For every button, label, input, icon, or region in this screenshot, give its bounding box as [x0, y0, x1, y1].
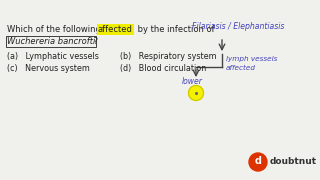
- Text: (c)   Nervous system: (c) Nervous system: [7, 64, 90, 73]
- Text: doubtnut: doubtnut: [270, 157, 317, 166]
- Text: Wuchereria bancrofti: Wuchereria bancrofti: [7, 37, 95, 46]
- Circle shape: [188, 86, 204, 100]
- Text: d: d: [254, 156, 261, 166]
- Text: (b)   Respiratory system: (b) Respiratory system: [120, 52, 217, 61]
- Text: ?: ?: [91, 37, 98, 46]
- Text: Which of the following is: Which of the following is: [7, 25, 113, 34]
- Text: Filariasis / Elephantiasis: Filariasis / Elephantiasis: [192, 22, 284, 31]
- Text: affected: affected: [98, 25, 133, 34]
- Text: lymph vessels
affected: lymph vessels affected: [226, 56, 277, 71]
- Text: (d)   Blood circulation: (d) Blood circulation: [120, 64, 206, 73]
- Text: by the infection of: by the infection of: [135, 25, 215, 34]
- Circle shape: [249, 153, 267, 171]
- Text: (a)   Lymphatic vessels: (a) Lymphatic vessels: [7, 52, 99, 61]
- Text: lower: lower: [182, 77, 203, 86]
